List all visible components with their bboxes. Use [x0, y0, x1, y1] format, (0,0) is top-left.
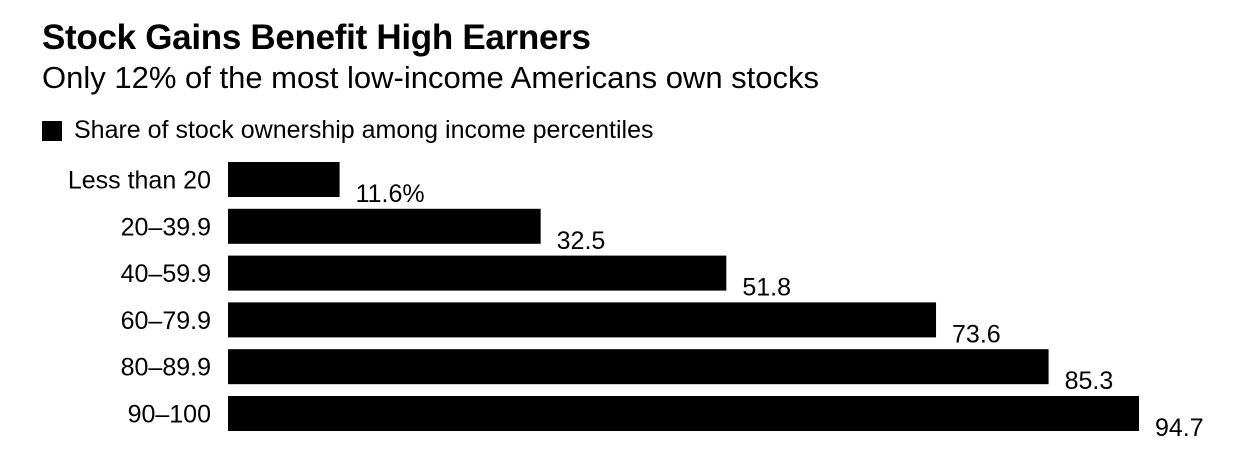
category-label: 60–79.9 — [121, 307, 211, 335]
legend-label: Share of stock ownership among income pe… — [74, 116, 654, 144]
value-label: 32.5 — [557, 227, 606, 255]
category-label: 20–39.9 — [121, 213, 211, 241]
category-label: 90–100 — [128, 401, 211, 429]
chart-title: Stock Gains Benefit High Earners — [42, 18, 591, 57]
value-label: 85.3 — [1065, 367, 1114, 395]
bar — [228, 349, 1049, 385]
bar — [228, 162, 340, 197]
value-label: 73.6 — [952, 320, 1001, 348]
legend: Share of stock ownership among income pe… — [42, 116, 653, 145]
bar — [228, 396, 1140, 431]
legend-swatch — [42, 120, 62, 141]
value-label: 51.8 — [742, 274, 791, 302]
category-label: 40–59.9 — [121, 260, 211, 288]
category-label: Less than 20 — [68, 167, 211, 195]
bar — [228, 302, 937, 338]
chart-subtitle: Only 12% of the most low-income American… — [42, 60, 820, 95]
category-label: 80–89.9 — [121, 354, 211, 382]
value-label: 11.6% — [356, 180, 425, 208]
value-label: 94.7 — [1155, 414, 1204, 442]
bar — [228, 208, 541, 244]
bar — [228, 255, 727, 291]
